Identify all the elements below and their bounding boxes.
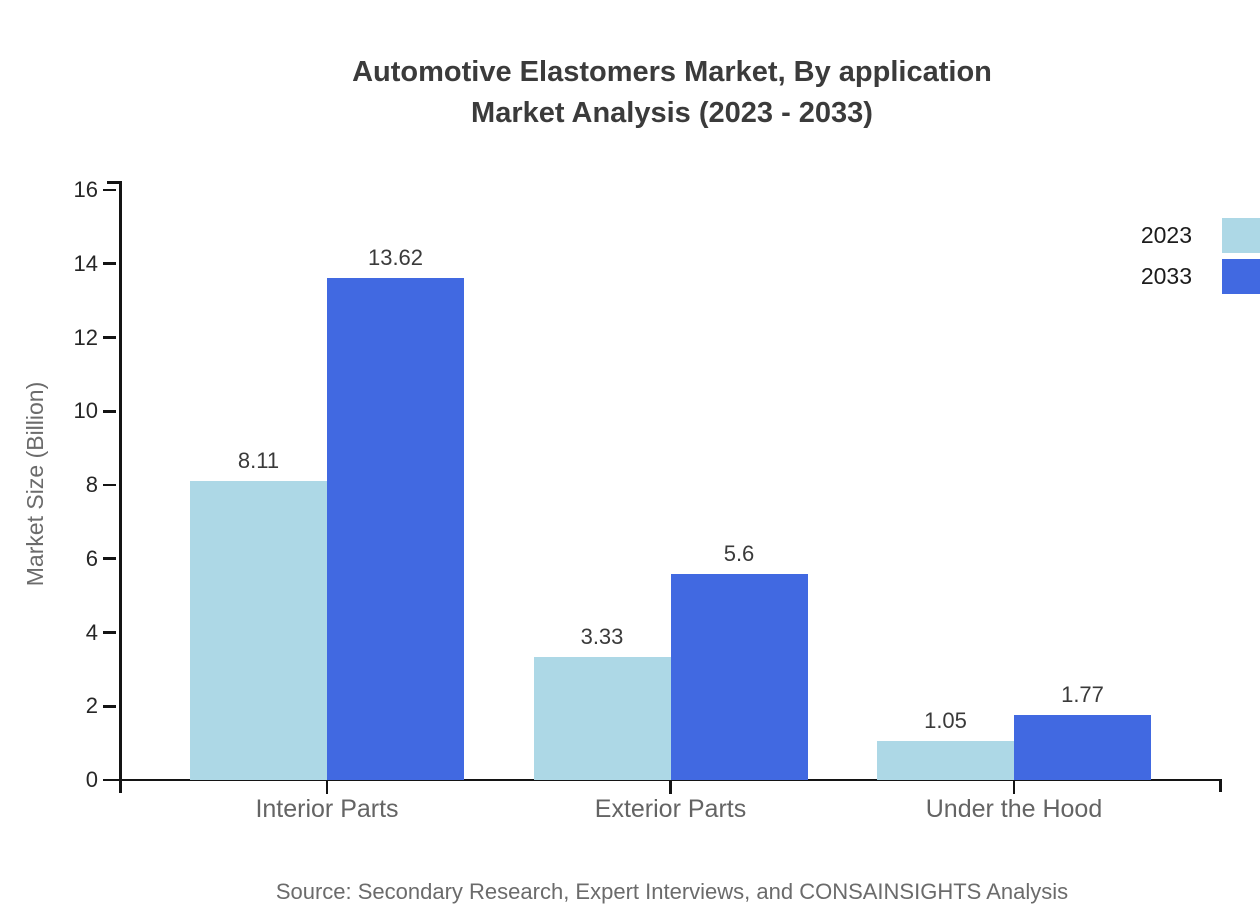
legend-swatch-2023 — [1222, 218, 1260, 253]
x-tick — [325, 780, 329, 794]
bar-2023-interior-parts — [190, 480, 327, 780]
bar-value-label: 13.62 — [367, 244, 424, 270]
y-tick-label: 12 — [73, 324, 98, 350]
legend-item-2023: 2023 — [1141, 218, 1260, 253]
y-tick — [103, 409, 116, 413]
bar-2033-under-the-hood — [1014, 714, 1151, 780]
bar-2023-exterior-parts — [533, 657, 671, 780]
x-axis-line — [110, 778, 1222, 782]
chart-title-line1: Automotive Elastomers Market, By applica… — [352, 56, 992, 88]
y-tick — [103, 631, 116, 634]
y-tick-label: 4 — [85, 619, 98, 645]
x-axis-category-label: Interior Parts — [255, 795, 399, 823]
bar-value-label: 1.05 — [924, 708, 967, 734]
y-tick — [103, 262, 116, 266]
bar-value-label: 8.11 — [237, 447, 280, 473]
y-tick-label: 2 — [85, 693, 98, 719]
bar-2033-exterior-parts — [670, 573, 808, 780]
y-tick — [103, 557, 116, 561]
legend-swatch-2033 — [1222, 259, 1260, 294]
y-tick — [103, 483, 116, 487]
legend-label: 2033 — [1140, 263, 1192, 289]
y-tick-label: 14 — [73, 250, 98, 276]
x-axis-category-label: Under the Hood — [925, 795, 1103, 823]
y-tick — [103, 336, 116, 339]
bar-2023-under-the-hood — [877, 741, 1014, 780]
bar-value-label: 3.33 — [580, 624, 624, 650]
y-tick-label: 0 — [85, 767, 98, 792]
bar-value-label: 1.77 — [1061, 681, 1104, 707]
legend-label: 2023 — [1140, 222, 1192, 248]
y-tick — [103, 778, 116, 782]
y-tick-label: 8 — [85, 472, 98, 497]
y-tick — [103, 188, 116, 192]
bar-2033-interior-parts — [327, 277, 464, 780]
y-axis-title: Market Size (Billion) — [22, 381, 48, 587]
x-tick — [1012, 780, 1016, 794]
y-tick-label: 6 — [85, 545, 98, 571]
x-tick — [669, 780, 672, 794]
source-note: Source: Secondary Research, Expert Inter… — [275, 879, 1069, 904]
legend: 2023 2033 — [1141, 218, 1260, 300]
y-axis-end-cap — [107, 181, 122, 184]
bar-value-label: 5.6 — [723, 540, 755, 566]
x-axis-end-cap — [1219, 780, 1222, 792]
y-tick-label: 10 — [73, 398, 98, 424]
y-axis-line — [119, 181, 122, 793]
x-axis-category-label: Exterior Parts — [594, 795, 747, 823]
chart-title: Automotive Elastomers Market, By applica… — [122, 52, 1222, 134]
y-tick-label: 16 — [73, 177, 98, 202]
y-tick — [103, 704, 116, 708]
chart-title-line2: Market Analysis (2023 - 2033) — [471, 97, 873, 129]
legend-item-2033: 2033 — [1141, 259, 1260, 294]
